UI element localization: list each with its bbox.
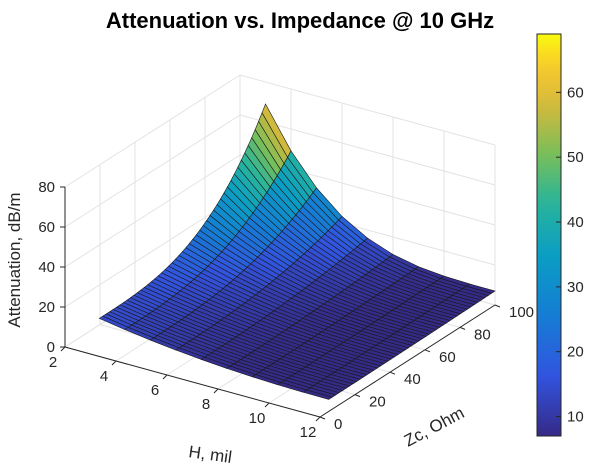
grid-line-zc100-z [239, 74, 496, 146]
grid-line-h2-z [64, 74, 241, 188]
y-tick-label: 0 [334, 416, 342, 433]
x-tick-mark [213, 388, 219, 394]
y-tick-mark [319, 416, 326, 420]
y-tick-label: 20 [369, 394, 386, 411]
y-tick-mark [494, 304, 501, 308]
y-tick-label: 60 [439, 349, 456, 366]
x-axis-line [64, 346, 321, 418]
z-tick-label: 0 [47, 339, 55, 356]
x-tick-label: 8 [202, 396, 210, 413]
grid-line-h2-z [64, 194, 241, 308]
y-axis-line [319, 304, 496, 418]
colorbar: 10 20 30 40 50 60 [536, 33, 584, 437]
colorbar-tick-label: 60 [567, 84, 584, 101]
z-tick-label: 60 [38, 219, 55, 236]
colorbar-tick-label: 20 [567, 344, 584, 361]
z-axis-label: Attenuation, dB/m [5, 192, 24, 327]
y-tick-label: 100 [509, 304, 534, 321]
colorbar-tick-label: 50 [567, 149, 584, 166]
z-tick-labels: 0 20 40 60 80 [38, 179, 65, 356]
y-tick-mark [424, 349, 431, 353]
y-tick-mark [389, 371, 396, 375]
z-tick-label: 40 [38, 259, 55, 276]
z-tick-label: 20 [38, 299, 55, 316]
grid-line-zc100-z [239, 114, 496, 186]
surface-mesh [98, 103, 496, 400]
colorbar-tick-label: 30 [567, 279, 584, 296]
y-tick-label: 80 [474, 326, 491, 343]
x-axis-label: H, mil [187, 442, 233, 467]
x-tick-mark [162, 374, 168, 380]
chart-title: Attenuation vs. Impedance @ 10 GHz [106, 8, 494, 33]
x-tick-labels: 2 4 6 8 10 12 [49, 346, 321, 441]
x-tick-mark [264, 402, 270, 408]
y-axis-label: Zc, Ohm [401, 403, 467, 450]
x-tick-mark [315, 416, 321, 422]
x-tick-label: 2 [49, 354, 57, 371]
x-tick-mark [111, 360, 117, 366]
x-tick-mark [60, 346, 66, 352]
surface-patch [302, 389, 333, 400]
y-tick-labels: 0 20 40 60 80 100 [319, 304, 534, 433]
x-tick-label: 10 [249, 410, 266, 427]
colorbar-tick-label: 10 [567, 409, 584, 426]
y-tick-label: 40 [404, 371, 421, 388]
x-tick-label: 4 [100, 368, 108, 385]
colorbar-gradient [536, 33, 562, 437]
grid-line-h2-z [64, 114, 241, 228]
y-tick-mark [459, 326, 466, 330]
colorbar-tick-label: 40 [567, 214, 584, 231]
y-tick-mark [354, 394, 361, 398]
grid-line-h2-z [64, 154, 241, 268]
z-tick-label: 80 [38, 179, 55, 196]
x-tick-label: 12 [300, 424, 317, 441]
x-tick-label: 6 [151, 382, 159, 399]
